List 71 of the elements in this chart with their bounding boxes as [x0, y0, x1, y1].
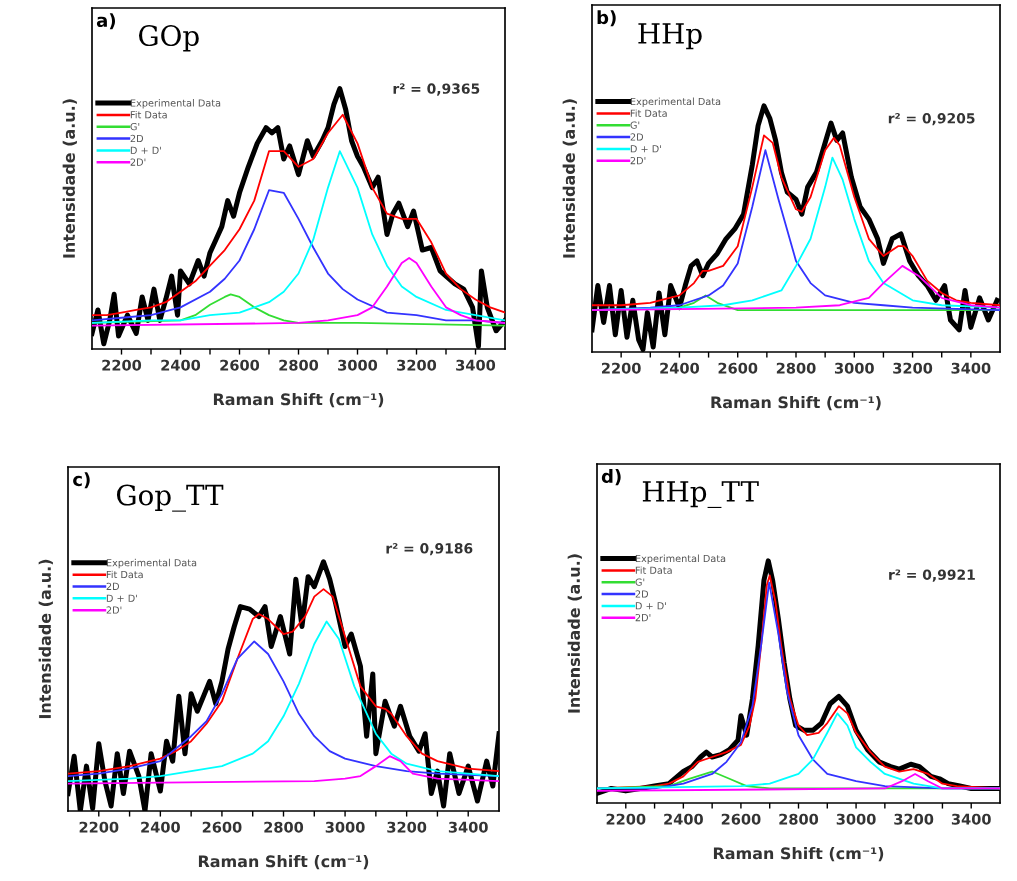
- legend-label: Fit Data: [630, 109, 667, 117]
- chart-title: Gop_TT: [116, 484, 224, 512]
- legend-label: 2D: [106, 582, 120, 590]
- x-tick-label: 2400: [660, 362, 700, 374]
- x-tick-label: 3400: [448, 821, 488, 833]
- x-tick-label: 2800: [279, 359, 319, 371]
- x-tick-label: 3200: [894, 813, 934, 825]
- x-axis-title: Raman Shift (cm⁻¹): [711, 395, 881, 411]
- x-tick-label: 3400: [456, 359, 496, 371]
- legend-label: D + D': [630, 145, 661, 153]
- legend-label: 2D: [630, 133, 644, 141]
- text: b): [597, 10, 616, 27]
- x-tick-label: 2200: [606, 813, 646, 825]
- x-tick-label: 2600: [202, 821, 242, 833]
- legend-label: Experimental Data: [106, 558, 197, 569]
- x-tick-label: 3200: [397, 359, 437, 371]
- x-tick-label: 2600: [721, 813, 761, 825]
- x-tick-label: 2800: [264, 821, 304, 833]
- x-tick-label: 3000: [338, 359, 378, 371]
- legend-label: D + D': [106, 594, 137, 602]
- text: r² = 0,9186: [386, 543, 473, 556]
- text: c): [73, 472, 90, 489]
- x-tick-label: 2600: [220, 359, 260, 371]
- legend-label: 2D': [630, 156, 646, 165]
- legend-label: Fit Data: [635, 566, 672, 574]
- x-tick-label: 3200: [893, 362, 933, 374]
- legend-label: Experimental Data: [635, 554, 726, 564]
- y-axis-title: Intensidade (a.u.): [562, 99, 577, 258]
- legend-label: 2D: [635, 590, 649, 598]
- annotation: r² = 0,9365: [393, 83, 480, 96]
- x-tick-label: 3000: [836, 813, 876, 825]
- x-tick-label: 2400: [161, 359, 201, 371]
- x-tick-label: 3400: [951, 813, 991, 825]
- legend-label: D + D': [635, 602, 666, 610]
- legend-label: G': [630, 121, 640, 129]
- legend-label: Experimental Data: [130, 99, 221, 109]
- text: d): [601, 469, 621, 486]
- x-tick-label: 2200: [79, 821, 119, 833]
- x-tick-label: 2800: [776, 362, 816, 374]
- legend-label: G': [130, 122, 140, 131]
- legend-label: Fit Data: [130, 110, 167, 119]
- legend-label: G': [635, 578, 645, 586]
- x-tick-label: 3000: [834, 362, 874, 374]
- annotation: r² = 0,9921: [889, 569, 975, 582]
- x-tick-label: 2400: [141, 821, 180, 833]
- x-tick-label: 3200: [387, 821, 427, 833]
- legend-label: 2D: [130, 134, 144, 142]
- legend-label: Fit Data: [106, 570, 143, 579]
- legend-label: D + D': [130, 146, 161, 154]
- x-tick-label: 3400: [951, 362, 991, 374]
- x-tick-label: 2800: [779, 813, 819, 825]
- y-axis-title: Intensidade (a.u.): [567, 554, 582, 713]
- chart-title: HHp_TT: [642, 481, 759, 508]
- legend-label: Experimental Data: [630, 97, 721, 107]
- x-axis-title: Raman Shift (cm⁻¹): [198, 854, 369, 870]
- x-tick-label: 2400: [664, 813, 703, 825]
- legend-label: 2D': [635, 613, 651, 622]
- x-tick-label: 2600: [718, 362, 758, 374]
- text: a): [96, 13, 116, 30]
- y-axis-title: Intensidade (a.u.): [62, 99, 77, 258]
- chart-title: GOp: [138, 25, 199, 52]
- annotation: r² = 0,9205: [888, 113, 975, 126]
- legend-label: 2D': [106, 606, 122, 614]
- x-tick-label: 2200: [102, 359, 142, 371]
- y-axis-title: Intensidade (a.u.): [38, 559, 53, 719]
- legend-label: 2D': [130, 158, 146, 166]
- x-tick-label: 2200: [602, 362, 641, 374]
- x-axis-title: Raman Shift (cm⁻¹): [213, 392, 384, 408]
- chart-title: HHp: [638, 23, 702, 50]
- x-tick-label: 3000: [325, 821, 365, 833]
- x-axis-title: Raman Shift (cm⁻¹): [713, 846, 884, 862]
